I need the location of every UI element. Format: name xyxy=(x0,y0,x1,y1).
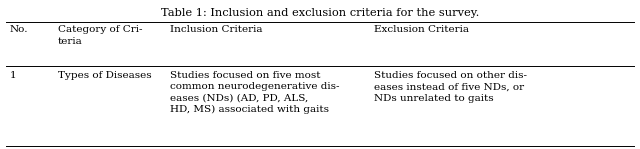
Text: Table 1: Inclusion and exclusion criteria for the survey.: Table 1: Inclusion and exclusion criteri… xyxy=(161,8,479,18)
Text: 1: 1 xyxy=(10,71,16,80)
Text: Types of Diseases: Types of Diseases xyxy=(58,71,151,80)
Text: Inclusion Criteria: Inclusion Criteria xyxy=(170,25,262,34)
Text: Exclusion Criteria: Exclusion Criteria xyxy=(374,25,469,34)
Text: No.: No. xyxy=(10,25,28,34)
Text: Category of Cri-
teria: Category of Cri- teria xyxy=(58,25,142,46)
Text: Studies focused on other dis-
eases instead of five NDs, or
NDs unrelated to gai: Studies focused on other dis- eases inst… xyxy=(374,71,527,103)
Text: Studies focused on five most
common neurodegenerative dis-
eases (NDs) (AD, PD, : Studies focused on five most common neur… xyxy=(170,71,339,114)
